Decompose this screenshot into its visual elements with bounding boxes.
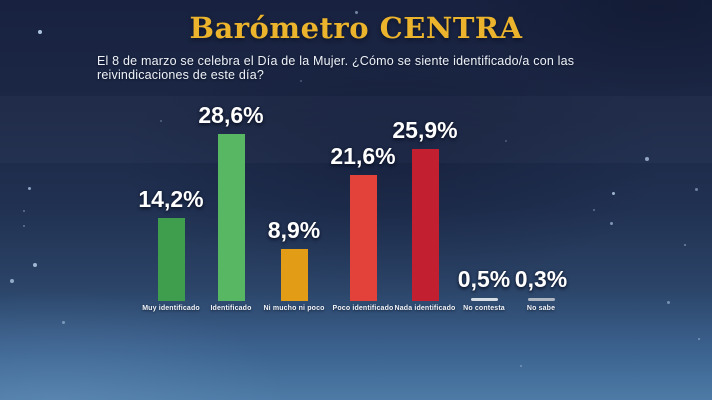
chart-column: 28,6% Identificado [171, 102, 291, 312]
value-label: 14,2% [138, 186, 204, 212]
bar-dash [470, 298, 498, 301]
category-label: No sabe [526, 305, 556, 312]
bar [349, 175, 377, 301]
survey-question: El 8 de marzo se celebra el Día de la Mu… [97, 54, 575, 82]
star-dot [593, 209, 595, 211]
page-title: Barómetro CENTRA [189, 11, 523, 45]
chart-column: 14,2% Muy identificado [111, 186, 231, 312]
star-dot [667, 301, 670, 304]
bar [411, 149, 439, 301]
star-dot [62, 321, 65, 324]
star-dot [10, 279, 14, 283]
chart-column: 8,9% Ni mucho ni poco [234, 217, 354, 312]
value-label: 8,9% [267, 217, 321, 243]
star-dot [28, 187, 31, 190]
chart-column: 21,6% Poco identificado [303, 143, 423, 312]
star-dot [645, 157, 649, 161]
category-label: Nada identificado [394, 305, 456, 312]
star-dot [355, 11, 358, 14]
bar [157, 218, 185, 301]
star-dot [23, 210, 25, 212]
star-dot [695, 188, 698, 191]
category-label: Ni mucho ni poco [263, 305, 325, 312]
value-label: 21,6% [330, 143, 396, 169]
star-dot [38, 30, 42, 34]
star-dot [684, 244, 686, 246]
star-dot [33, 263, 37, 267]
bar [217, 134, 245, 301]
star-dot [300, 80, 302, 82]
chart-column: 0,3% No sabe [481, 266, 601, 312]
value-label: 28,6% [198, 102, 264, 128]
star-dot [520, 365, 522, 367]
star-dot [23, 225, 25, 227]
bar-dash [527, 298, 555, 301]
category-label: Identificado [210, 305, 252, 312]
star-dot [160, 120, 162, 122]
star-dot [612, 192, 615, 195]
bar [280, 249, 308, 301]
star-dot [505, 140, 507, 142]
category-label: Muy identificado [142, 305, 200, 312]
star-dot [698, 338, 700, 340]
value-label: 0,5% [457, 266, 511, 292]
chart-column: 25,9% Nada identificado [365, 117, 485, 312]
star-dot [610, 222, 613, 225]
value-label: 25,9% [392, 117, 458, 143]
value-label: 0,3% [514, 266, 568, 292]
category-label: No contesta [463, 305, 505, 312]
category-label: Poco identificado [332, 305, 394, 312]
chart-column: 0,5% No contesta [424, 266, 544, 312]
